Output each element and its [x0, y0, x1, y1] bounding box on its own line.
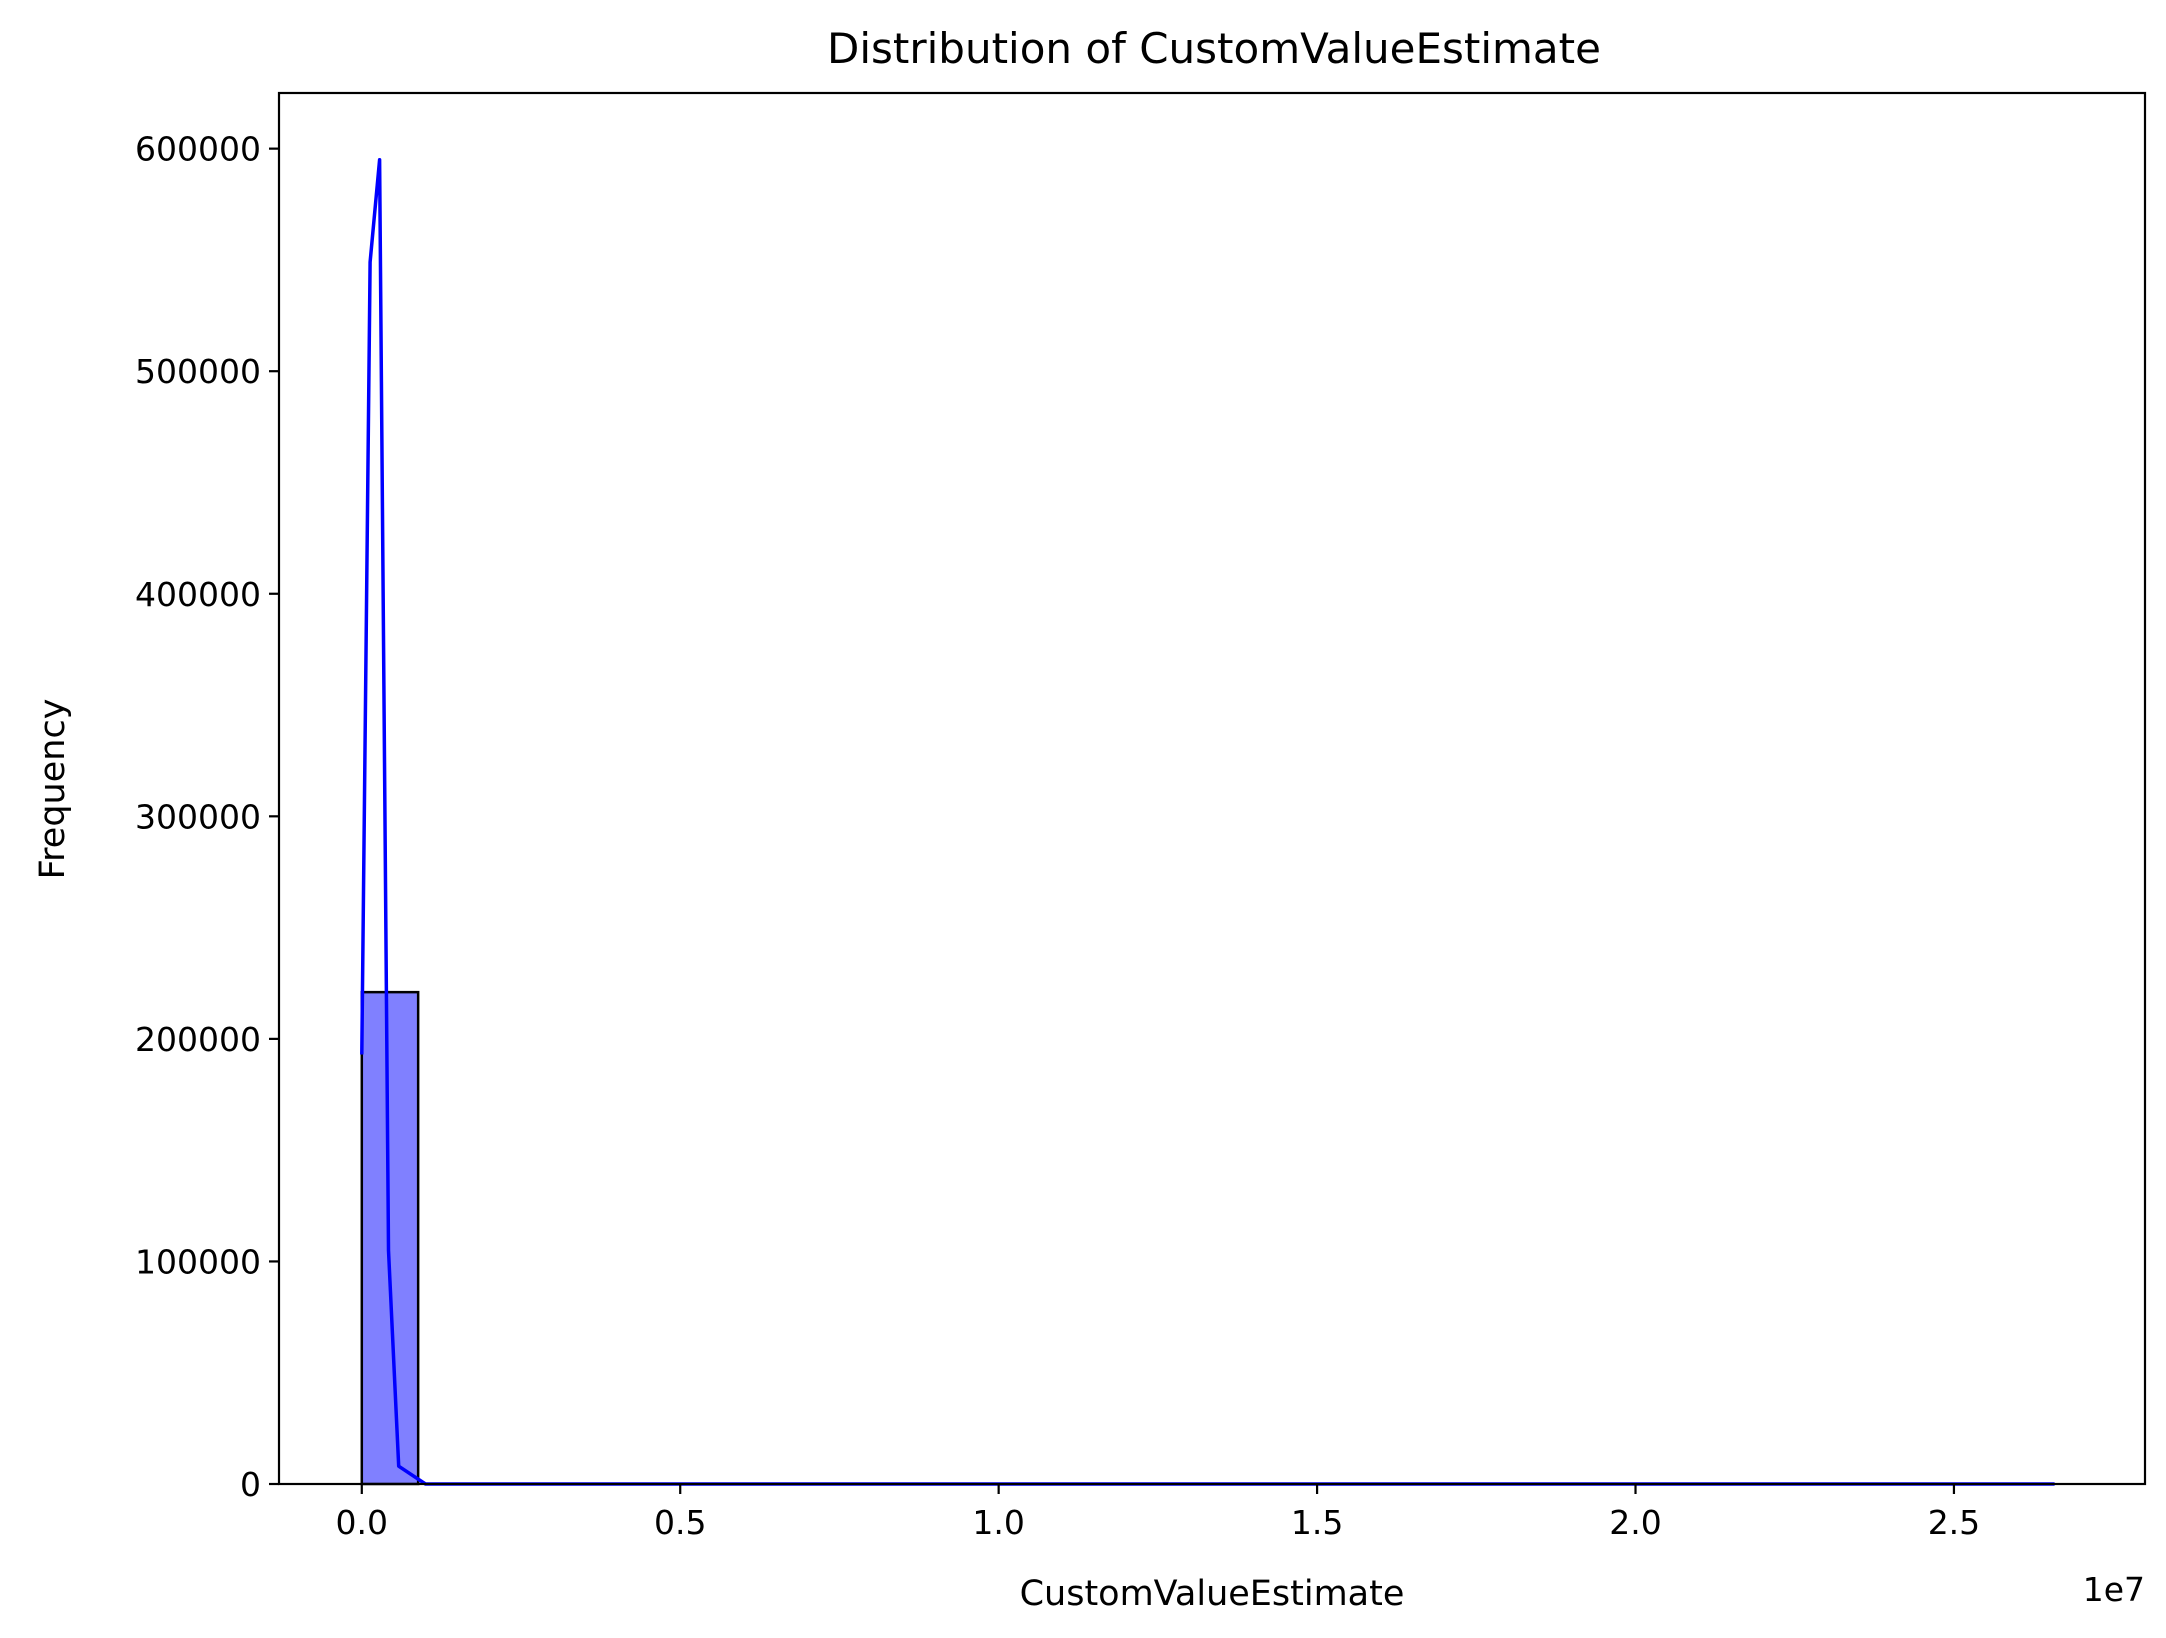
x-tick-label: 2.5: [1928, 1503, 1980, 1542]
y-tick-label: 300000: [135, 797, 261, 836]
y-tick-label: 0: [240, 1465, 261, 1504]
y-tick-label: 200000: [135, 1020, 261, 1059]
x-axis: 0.0 0.5 1.0 1.5 2.0 2.5: [336, 1484, 1980, 1542]
y-tick-label: 100000: [135, 1242, 261, 1281]
x-tick-label: 0.0: [336, 1503, 388, 1542]
kde-line: [360, 158, 2055, 1486]
x-tick-label: 1.0: [972, 1503, 1024, 1542]
chart-title: Distribution of CustomValueEstimate: [827, 24, 1601, 73]
y-axis: 0 100000 200000 300000 400000 500000 600000: [135, 130, 279, 1504]
y-tick-label: 500000: [135, 352, 261, 391]
x-axis-label: CustomValueEstimate: [1020, 1574, 1405, 1614]
x-tick-label: 1.5: [1291, 1503, 1343, 1542]
kde-layer: [360, 158, 2055, 1486]
y-tick-label: 400000: [135, 575, 261, 614]
x-axis-offset-label: 1e7: [2083, 1570, 2145, 1609]
x-tick-label: 0.5: [654, 1503, 706, 1542]
x-tick-label: 2.0: [1609, 1503, 1661, 1542]
plot-frame: [277, 91, 2147, 1486]
y-axis-label: Frequency: [33, 699, 73, 880]
y-tick-label: 600000: [135, 130, 261, 169]
